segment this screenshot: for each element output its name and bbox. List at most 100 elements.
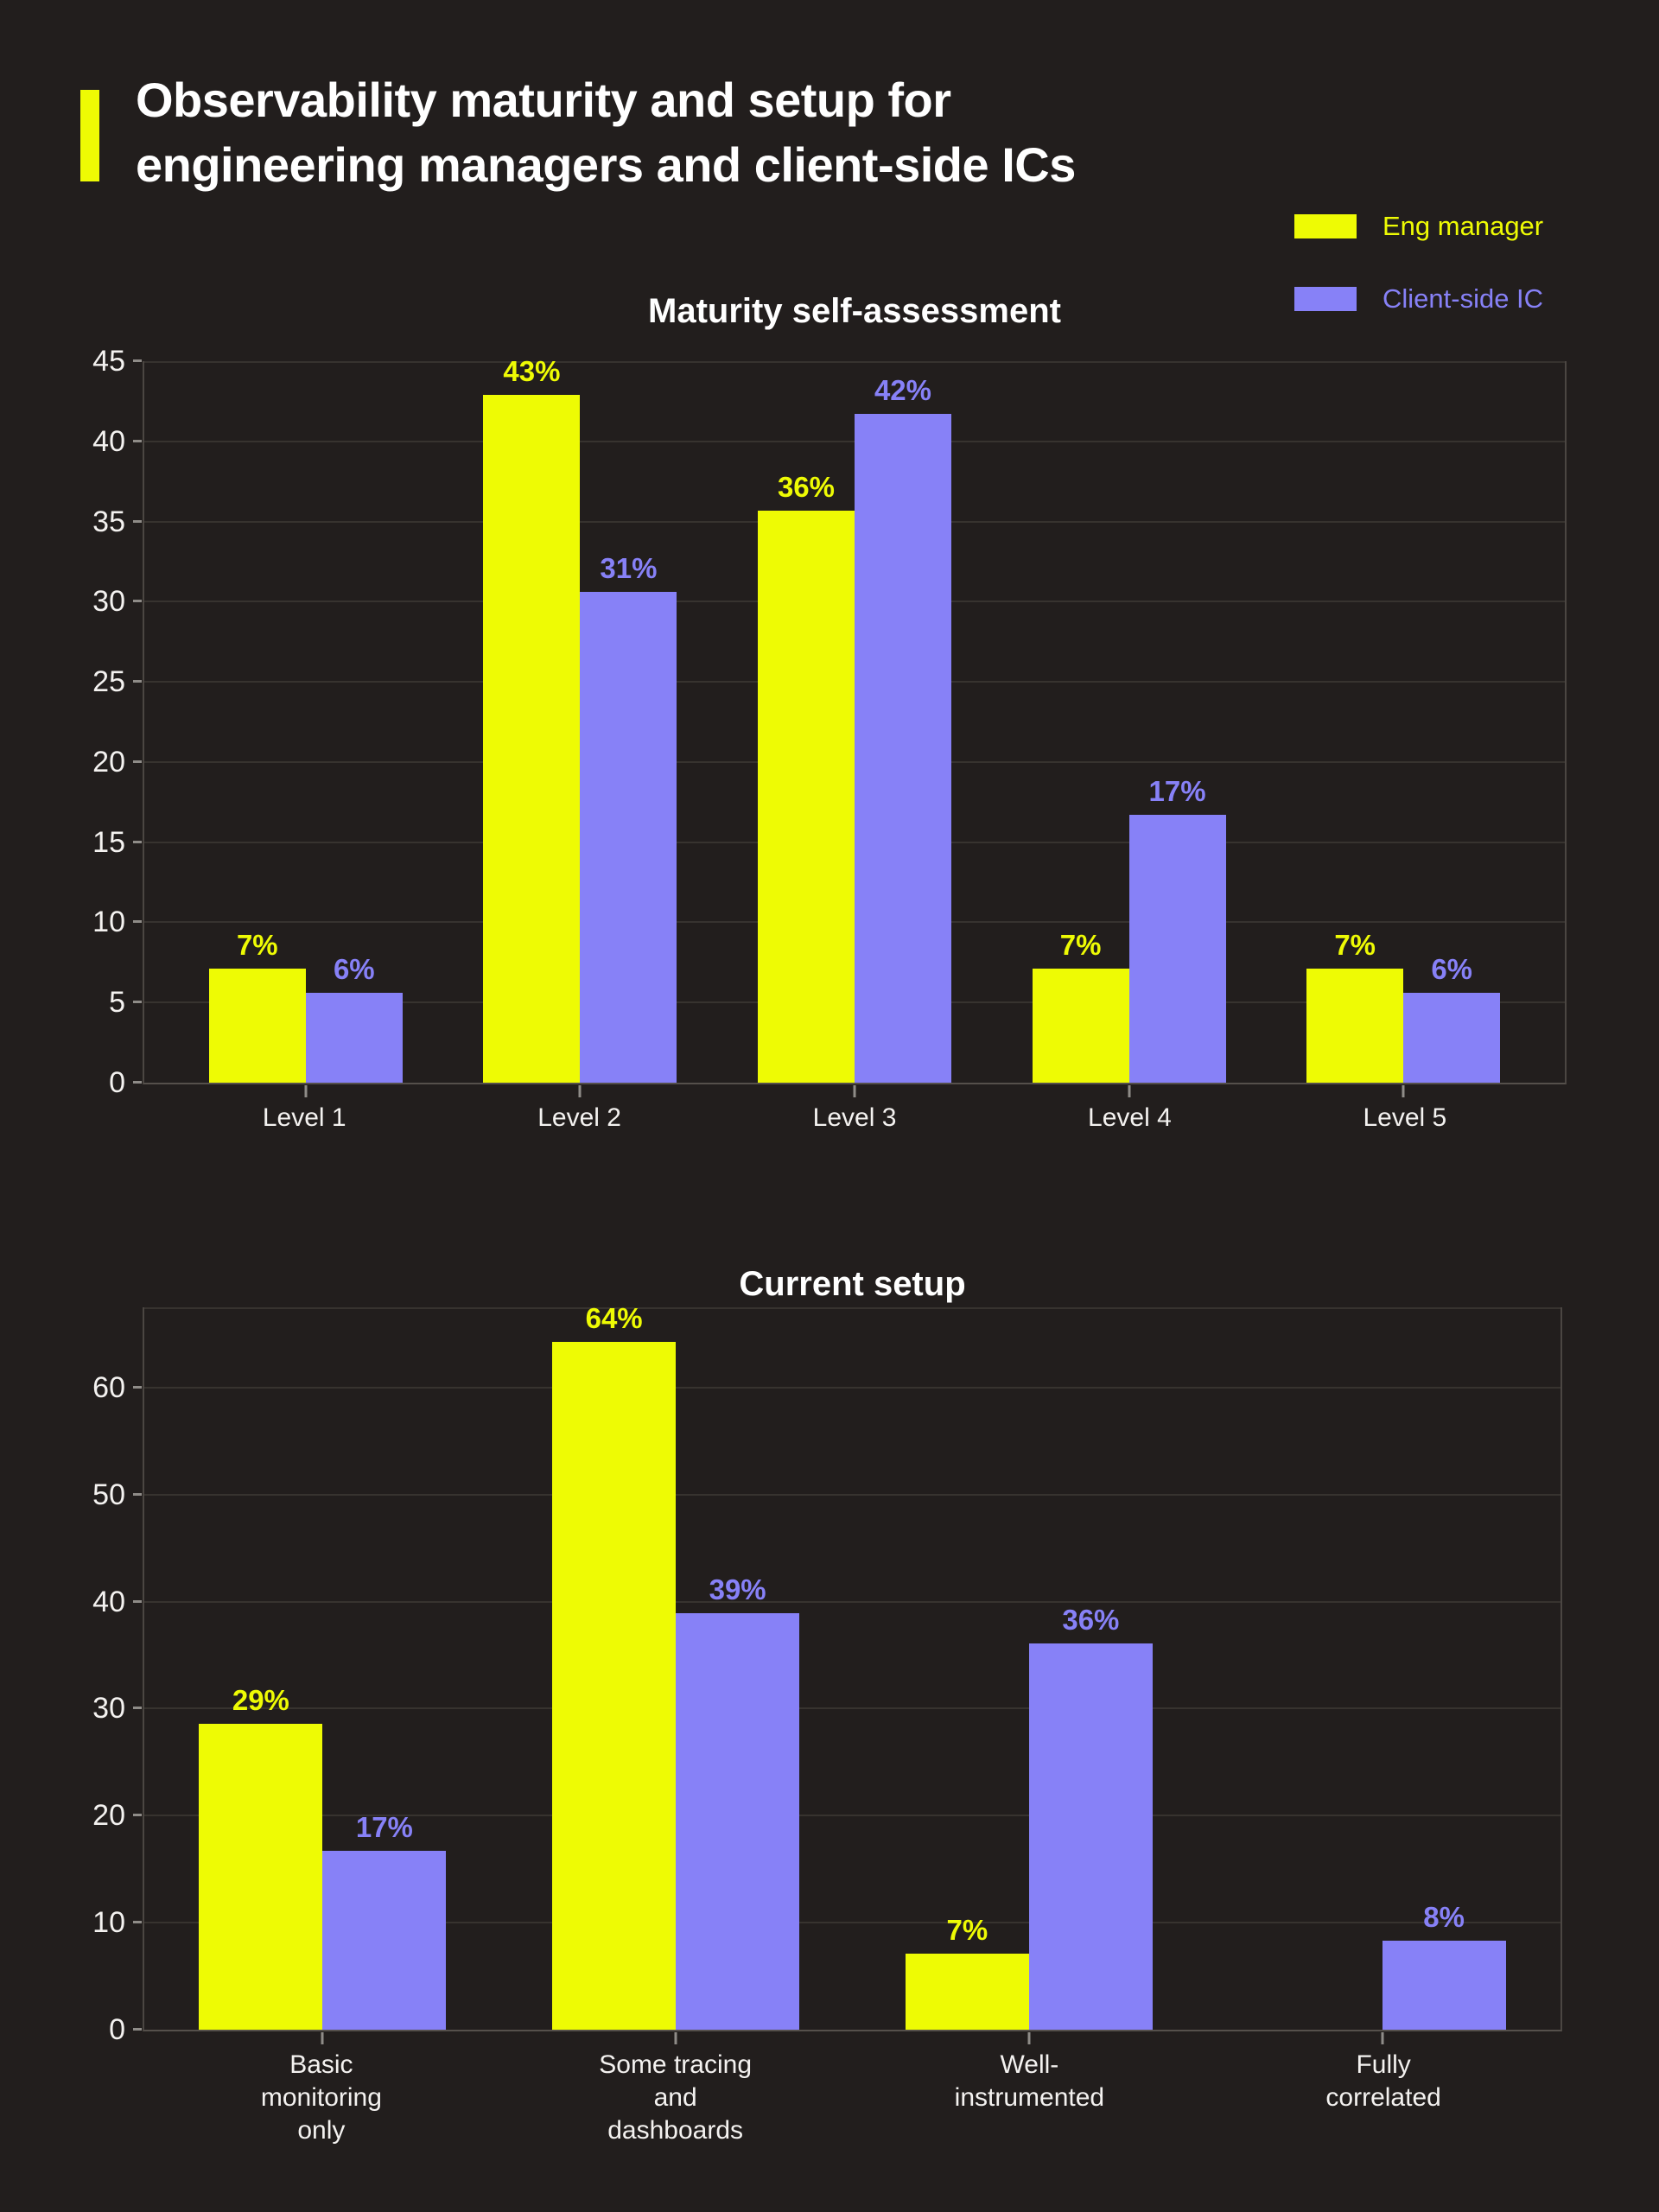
x-tick-label: Level 4 — [1088, 1103, 1172, 1132]
bar-groups: 29% 17% 64% 39% 7% 36% 8% — [144, 1302, 1560, 2044]
bar-value-label: 7% — [1334, 929, 1376, 962]
maturity-chart-title: Maturity self-assessment — [648, 292, 1061, 330]
gridline — [144, 1707, 1560, 1710]
y-tick-label: 5 — [109, 986, 125, 1020]
gridline — [144, 1493, 1560, 1496]
title-accent-bar — [80, 90, 99, 181]
y-tick-mark — [133, 840, 142, 843]
bar-group: 7% 6% — [1266, 361, 1541, 1097]
y-tick-mark — [133, 2028, 142, 2031]
y-tick-mark — [133, 1001, 142, 1004]
y-tick-label: 20 — [92, 1799, 125, 1833]
bar-value-label: 17% — [1148, 775, 1206, 808]
current-setup-chart-title: Current setup — [739, 1265, 966, 1303]
x-tick-label: Basic monitoring only — [260, 2050, 382, 2145]
x-tick-mark — [1402, 1085, 1405, 1097]
x-tick-mark — [1027, 2032, 1031, 2044]
y-tick-mark — [133, 1814, 142, 1817]
y-tick-label: 35 — [92, 505, 125, 538]
x-tick-mark — [304, 1085, 308, 1097]
plot-top-border — [144, 361, 1565, 363]
plot-area: 0 10 20 30 40 50 60 29% 17% 64% 39% 7% 36% 8% — [92, 1302, 1562, 2046]
bar-value-label: 7% — [946, 1914, 988, 1947]
bar-group: 36% 42% — [717, 361, 992, 1097]
bar-group: 8% — [1205, 1307, 1559, 2044]
y-tick-label: 25 — [92, 665, 125, 699]
y-tick-label: 40 — [92, 424, 125, 458]
bar-value-label: 6% — [1431, 953, 1473, 986]
page-title: Observability maturity and setup for eng… — [136, 67, 1432, 197]
legend-label: Client-side IC — [1382, 283, 1544, 314]
bar-eng-manager: 29% — [199, 1684, 323, 2030]
y-tick-label: 50 — [92, 1478, 125, 1511]
bar-eng-manager: 7% — [905, 1915, 1029, 2030]
x-tick-label: Level 2 — [537, 1103, 621, 1132]
x-tick-mark — [1128, 1085, 1131, 1097]
bar-eng-manager: 36% — [757, 471, 855, 1083]
bar-value-label: 7% — [1059, 929, 1102, 962]
bar-value-label: 36% — [1062, 1603, 1120, 1636]
x-tick-label: Level 3 — [812, 1103, 897, 1132]
gridline — [144, 1922, 1560, 1924]
bar-eng-manager: 7% — [208, 930, 306, 1083]
bar-group: 7% 17% — [992, 361, 1267, 1097]
bar-group: 29% 17% — [146, 1307, 499, 2044]
y-tick-label: 0 — [109, 1066, 125, 1099]
bar-eng-manager: 7% — [1306, 930, 1404, 1083]
gridline — [144, 1815, 1560, 1817]
bar-client-side-ic: 31% — [580, 553, 677, 1083]
x-tick-label: Well- instrumented — [954, 2050, 1105, 2112]
bar-client-side-ic: 39% — [676, 1574, 800, 2030]
page-title-line-1: Observability maturity and setup for — [136, 73, 951, 127]
bar-value-label: 43% — [503, 354, 561, 387]
bar-value-label: 29% — [232, 1683, 289, 1716]
bar-value-label: 39% — [709, 1573, 766, 1606]
bar-client-side-ic: 42% — [854, 375, 951, 1083]
bar-group: 43% 31% — [443, 355, 718, 1097]
y-tick-mark — [133, 1921, 142, 1924]
bar-client-side-ic: 6% — [305, 954, 403, 1083]
y-tick-label: 40 — [92, 1585, 125, 1618]
x-tick-mark — [853, 1085, 856, 1097]
x-tick-label: Fully correlated — [1325, 2050, 1441, 2112]
y-tick-mark — [133, 920, 142, 924]
bar-group: 64% 39% — [499, 1302, 853, 2044]
bar-client-side-ic: 6% — [1403, 954, 1501, 1083]
y-tick-mark — [133, 519, 142, 523]
legend-label: Eng manager — [1382, 211, 1544, 241]
gridline — [144, 1386, 1560, 1389]
bar-client-side-ic: 36% — [1028, 1604, 1153, 2030]
y-tick-mark — [133, 1492, 142, 1496]
y-tick-label: 45 — [92, 345, 125, 378]
legend-item-client-side-ic: Client-side IC — [1294, 283, 1543, 315]
eng-manager-swatch — [1294, 214, 1357, 238]
bar-eng-manager: 43% — [483, 355, 581, 1083]
bar-value-label: 36% — [777, 470, 836, 503]
bar-value-label: 42% — [874, 374, 932, 407]
bar-value-label: 64% — [585, 1301, 643, 1334]
bar-client-side-ic: 17% — [1128, 776, 1226, 1083]
y-tick-label: 0 — [109, 2013, 125, 2046]
x-tick-mark — [1381, 2032, 1384, 2044]
bar-group: 7% 6% — [168, 361, 443, 1097]
y-tick-label: 10 — [92, 1906, 125, 1940]
x-axis-labels: Level 1 Level 2 Level 3 Level 4 Level 5 — [143, 1102, 1567, 1135]
x-tick-label: Some tracing and dashboards — [599, 2050, 752, 2145]
y-tick-label: 30 — [92, 585, 125, 619]
x-tick-mark — [321, 2032, 324, 2044]
plot-top-border — [144, 1307, 1560, 1309]
bar-group: 7% 36% — [853, 1307, 1206, 2044]
bar-value-label: 7% — [236, 929, 278, 962]
y-tick-label: 30 — [92, 1692, 125, 1726]
bar-eng-manager: 64% — [552, 1302, 677, 2030]
y-tick-mark — [133, 1707, 142, 1710]
y-tick-mark — [133, 1385, 142, 1389]
legend-item-eng-manager: Eng manager — [1294, 211, 1543, 242]
bar-value-label: 6% — [333, 953, 375, 986]
y-tick-label: 60 — [92, 1370, 125, 1404]
current-setup-chart: 0 10 20 30 40 50 60 29% 17% 64% 39% 7% 36% 8% Basic mo… — [92, 1302, 1562, 2145]
y-tick-label: 20 — [92, 745, 125, 779]
maturity-chart: 0 5 10 15 20 25 30 35 40 45 7% 6% 43% 31% 36% 42% 7% 17% 7… — [92, 345, 1567, 1132]
x-tick-label: Level 5 — [1363, 1103, 1447, 1132]
